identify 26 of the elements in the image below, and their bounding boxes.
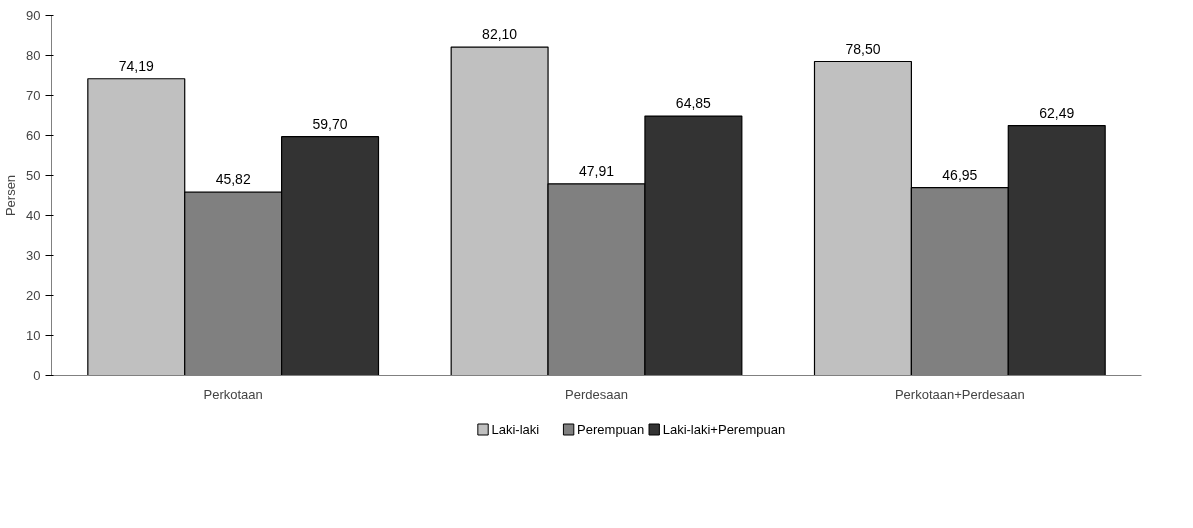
data-label: 64,85 (675, 95, 712, 112)
data-label: 78,50 (845, 40, 881, 57)
legend-label: Laki-laki (491, 422, 540, 437)
data-label: 59,70 (312, 115, 348, 132)
x-tick-label: Perkotaan (203, 386, 263, 402)
y-tick-label: 80 (26, 48, 41, 63)
y-tick-label: 50 (26, 168, 41, 183)
data-label: 82,10 (482, 26, 518, 43)
y-tick-label: 30 (26, 248, 41, 263)
data-label: 45,82 (215, 171, 251, 188)
data-label: 46,95 (942, 166, 978, 183)
data-label: 47,91 (578, 162, 615, 179)
y-tick-label: 70 (26, 88, 41, 103)
y-tick-label: 60 (26, 128, 41, 143)
y-tick-label: 0 (33, 368, 41, 383)
y-tick-label: 40 (26, 208, 41, 223)
x-tick-label: Perkotaan+Perdesaan (894, 386, 1025, 402)
x-tick-label: Perdesaan (565, 386, 628, 402)
legend-label: Laki-laki+Perempuan (662, 422, 786, 437)
y-axis-title: Persen (3, 174, 19, 217)
data-label: 74,19 (118, 57, 155, 74)
y-tick-label: 20 (26, 288, 41, 303)
y-tick-label: 10 (26, 328, 41, 343)
legend-label: Perempuan (577, 422, 645, 437)
y-tick-label: 90 (26, 8, 41, 23)
data-label: 62,49 (1039, 104, 1075, 121)
